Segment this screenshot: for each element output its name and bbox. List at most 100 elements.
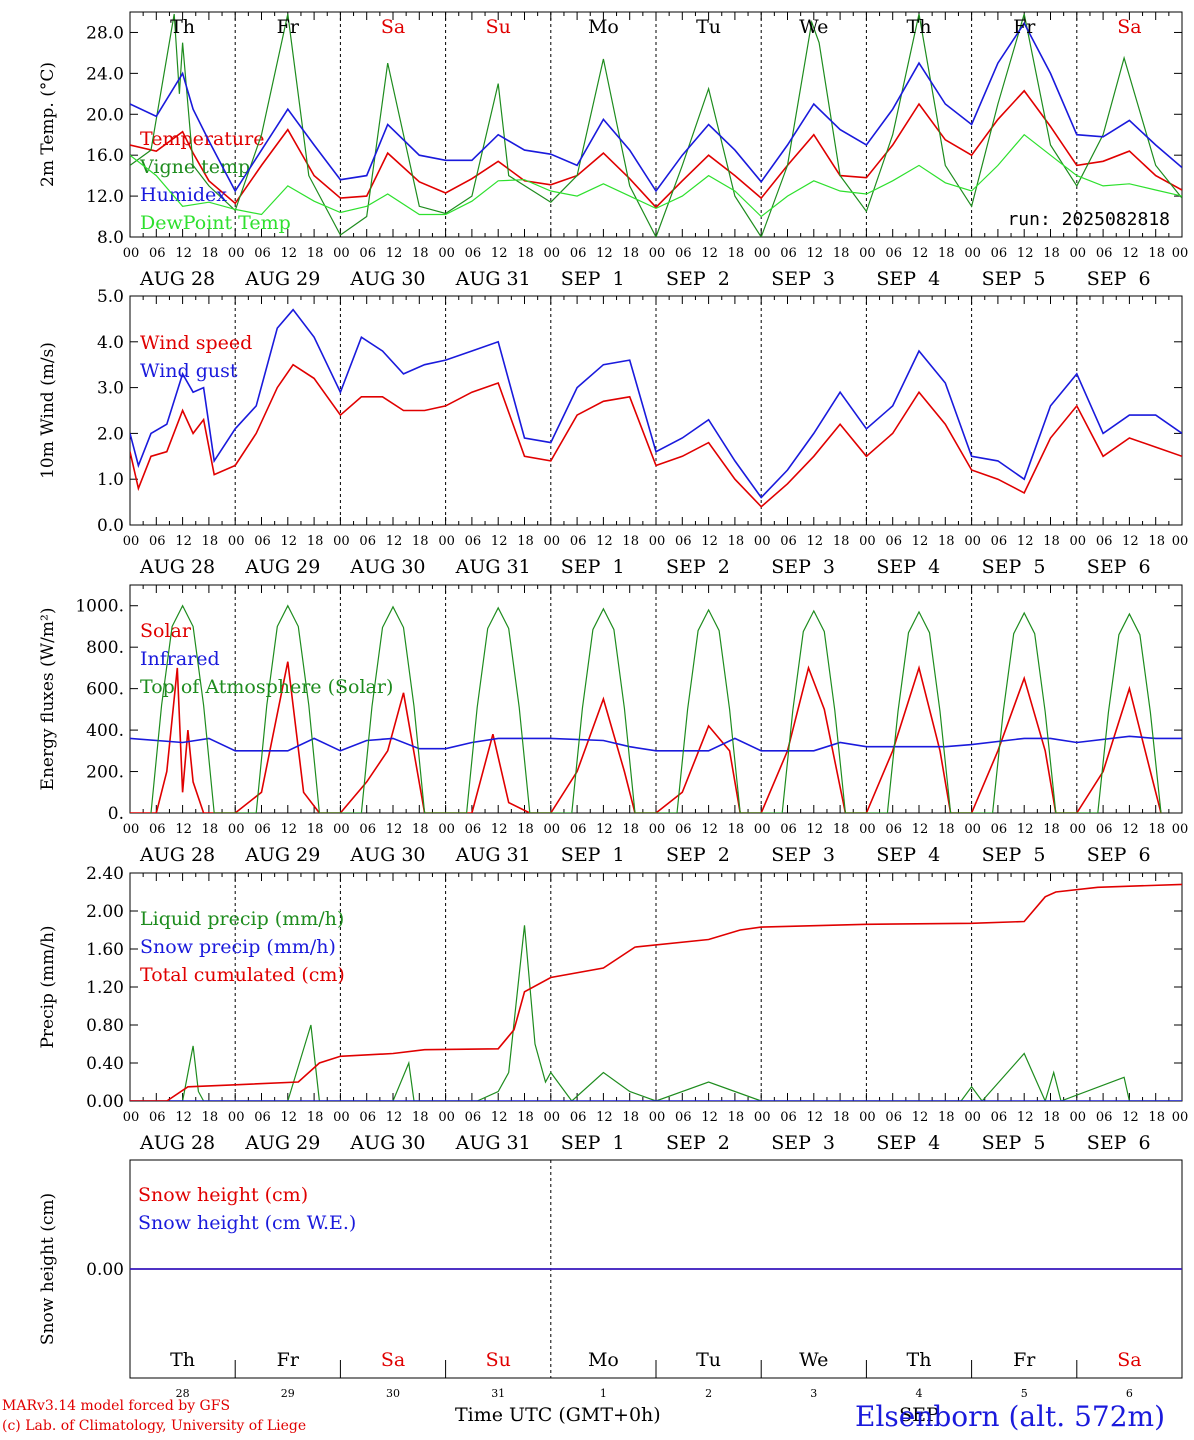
day-number-label: 28 [176, 1387, 190, 1400]
panel-1: 8.0 12.0 16.0 20.0 24.0 28.0 2m Temp. (°C) Temp… [38, 11, 1188, 290]
hour-label: 06 [780, 246, 797, 261]
date-label: SEP 2 [666, 844, 730, 866]
hour-label: 12 [807, 246, 824, 261]
day-number-label: 31 [491, 1387, 505, 1400]
date-label: SEP 5 [982, 556, 1046, 578]
hour-label: 06 [359, 246, 376, 261]
date-label: SEP 4 [876, 556, 940, 578]
hour-label: 06 [570, 1110, 587, 1125]
hour-label: 06 [570, 246, 587, 261]
hour-label: 00 [333, 822, 350, 837]
y-tick-label: 20.0 [86, 105, 124, 125]
date-label: SEP 1 [561, 844, 625, 866]
hour-label: 06 [254, 1110, 271, 1125]
hour-label: 00 [333, 246, 350, 261]
hour-label: 12 [281, 534, 298, 549]
y-tick-label: 28.0 [86, 23, 124, 43]
series-line-humidex [130, 21, 1182, 193]
date-label: SEP 1 [561, 556, 625, 578]
legend-entry: Solar [140, 620, 192, 642]
hour-label: 18 [202, 534, 219, 549]
y-axis-label: Precip (mm/h) [38, 925, 58, 1048]
hour-label: 06 [149, 1110, 166, 1125]
weekday-label: Fr [1013, 1349, 1036, 1371]
legend-entry: Snow height (cm) [138, 1184, 308, 1206]
hour-label: 12 [281, 1110, 298, 1125]
hour-label: 18 [517, 1110, 534, 1125]
hour-label: 18 [307, 1110, 324, 1125]
plot-frame [129, 11, 1183, 238]
hour-label: 00 [228, 1110, 245, 1125]
y-axis-label: 10m Wind (m/s) [38, 342, 58, 479]
series-line-infrared [130, 735, 1182, 752]
hour-label: 06 [1096, 246, 1113, 261]
hour-label: 12 [912, 534, 929, 549]
date-label: AUG 29 [244, 268, 320, 290]
hour-label: 00 [228, 534, 245, 549]
hour-label: 00 [438, 1110, 455, 1125]
date-label: AUG 30 [349, 556, 425, 578]
legend-entry: Wind gust [140, 360, 238, 382]
date-label: SEP 6 [1087, 556, 1151, 578]
hour-label: 06 [675, 246, 692, 261]
hour-label: 12 [386, 822, 403, 837]
legend-entry: Snow precip (mm/h) [140, 936, 336, 958]
hour-label: 12 [386, 534, 403, 549]
weekday-label: Su [486, 16, 511, 38]
hour-label: 12 [386, 1110, 403, 1125]
hour-label: 06 [885, 534, 902, 549]
hour-label: 06 [359, 534, 376, 549]
hour-label: 06 [991, 534, 1008, 549]
y-tick-label: 12.0 [86, 187, 124, 207]
hour-label: 06 [465, 246, 482, 261]
hour-label: 00 [754, 534, 771, 549]
date-label: AUG 29 [244, 844, 320, 866]
hour-label: 00 [964, 246, 981, 261]
hour-label: 00 [859, 1110, 876, 1125]
y-tick-label: 1.0 [97, 470, 124, 490]
hour-label: 18 [202, 1110, 219, 1125]
hour-label: 18 [202, 822, 219, 837]
hour-label: 00 [649, 822, 666, 837]
hour-label: 00 [754, 246, 771, 261]
series-line-temperature [130, 89, 1182, 209]
hour-label: 00 [964, 534, 981, 549]
weekday-label: Fr [1013, 16, 1036, 38]
hour-label: 18 [728, 534, 745, 549]
hour-label: 12 [1017, 246, 1034, 261]
location-label: Elsenborn (alt. 572m) [855, 1400, 1166, 1433]
hour-label: 18 [307, 534, 324, 549]
hour-label: 00 [228, 822, 245, 837]
hour-label: 06 [991, 1110, 1008, 1125]
hour-label: 18 [728, 1110, 745, 1125]
hour-label: 00 [754, 1110, 771, 1125]
hour-label: 18 [1148, 822, 1165, 837]
hour-label: 06 [780, 534, 797, 549]
date-label: SEP 3 [771, 268, 835, 290]
hour-label: 12 [596, 534, 613, 549]
hour-label: 18 [307, 246, 324, 261]
hour-label: 06 [991, 822, 1008, 837]
hour-label: 18 [517, 246, 534, 261]
hour-label: 00 [123, 822, 140, 837]
hour-label: 18 [622, 822, 639, 837]
hour-label: 00 [333, 534, 350, 549]
hour-label: 12 [386, 246, 403, 261]
weekday-label: Sa [1117, 1349, 1141, 1371]
hour-label: 12 [596, 822, 613, 837]
hour-label: 06 [465, 1110, 482, 1125]
panel-5: 0.00 Snow height (cm) Snow height (cm) Snow… [38, 1159, 1183, 1426]
hour-label: 18 [307, 822, 324, 837]
hour-label: 00 [649, 534, 666, 549]
hour-label: 00 [754, 822, 771, 837]
hour-label: 18 [622, 534, 639, 549]
date-label: SEP 1 [561, 1132, 625, 1154]
hour-label: 00 [544, 822, 561, 837]
hour-label: 06 [570, 822, 587, 837]
day-number-label: 30 [386, 1387, 400, 1400]
hour-label: 06 [780, 1110, 797, 1125]
hour-label: 18 [412, 822, 429, 837]
y-tick-label: 1.60 [86, 940, 124, 960]
series-line-dewpoint-temp [130, 133, 1182, 218]
panel-3: 0. 200. 400. 600. 800. 1000. Energy fluxes (W/… [38, 584, 1188, 866]
